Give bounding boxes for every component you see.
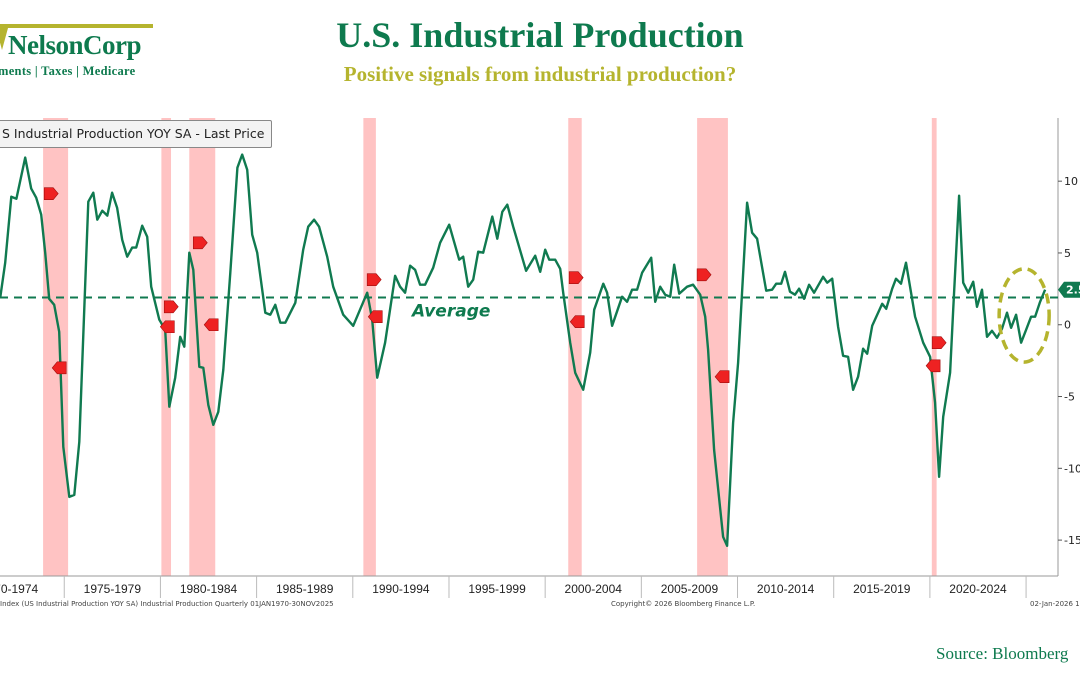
x-tick-label: 1985-1989 <box>276 582 334 596</box>
recession-band <box>189 118 216 576</box>
recession-marker <box>192 236 208 250</box>
recession-marker <box>367 310 383 324</box>
recession-marker <box>43 187 59 200</box>
y-tick-label: -5 <box>1064 391 1075 404</box>
series-line <box>0 153 1047 547</box>
x-tick-label: 2010-2014 <box>757 582 815 596</box>
logo-check-mark <box>0 28 8 50</box>
source-note: Source: Bloomberg <box>936 644 1069 663</box>
x-tick-label: 1990-1994 <box>372 582 430 596</box>
recession-marker <box>931 336 947 349</box>
last-value-label: 2.5 <box>1066 284 1080 297</box>
recession-marker <box>366 273 382 286</box>
x-tick-label: 70-1974 <box>0 582 39 596</box>
highlight-ellipse <box>997 267 1051 364</box>
footer-copyright: Copyright© 2026 Bloomberg Finance L.P. <box>611 600 756 608</box>
page-title: U.S. Industrial Production <box>336 15 744 55</box>
recession-marker <box>203 318 219 332</box>
recession-marker <box>51 361 67 375</box>
y-tick-label: 5 <box>1064 247 1071 260</box>
footer-date: 02-Jan-2026 1 <box>1030 600 1080 608</box>
recession-marker <box>714 370 730 384</box>
recession-marker <box>925 359 941 373</box>
y-tick-label: -15 <box>1064 534 1080 547</box>
y-tick-label: -10 <box>1064 462 1080 475</box>
logo-bar <box>0 24 153 28</box>
x-tick-label: 2005-2009 <box>661 582 719 596</box>
recession-marker <box>159 320 175 334</box>
footer-description: Index (US Industrial Production YOY SA) … <box>0 600 334 608</box>
recession-band <box>43 118 69 576</box>
logo-name: NelsonCorp <box>8 30 142 60</box>
last-value-tag <box>1058 281 1080 298</box>
y-tick-label: 10 <box>1064 175 1078 188</box>
recession-marker <box>163 300 179 314</box>
recession-band <box>568 118 582 576</box>
recession-marker <box>696 268 712 282</box>
average-label: Average <box>410 301 490 321</box>
recession-band <box>697 118 728 576</box>
recession-band <box>363 118 376 576</box>
x-tick-label: 1995-1999 <box>468 582 526 596</box>
x-tick-label: 2015-2019 <box>853 582 911 596</box>
legend: S Industrial Production YOY SA - Last Pr… <box>0 120 273 148</box>
recession-marker <box>569 315 585 329</box>
logo-tagline: ments | Taxes | Medicare <box>0 64 136 78</box>
y-tick-label: 0 <box>1064 319 1071 332</box>
page-subtitle: Positive signals from industrial product… <box>343 62 737 86</box>
x-tick-label: 2020-2024 <box>949 582 1007 596</box>
recession-marker <box>568 271 584 284</box>
x-tick-label: 1975-1979 <box>84 582 142 596</box>
x-tick-label: 1980-1984 <box>180 582 238 596</box>
x-tick-label: 2000-2004 <box>565 582 623 596</box>
